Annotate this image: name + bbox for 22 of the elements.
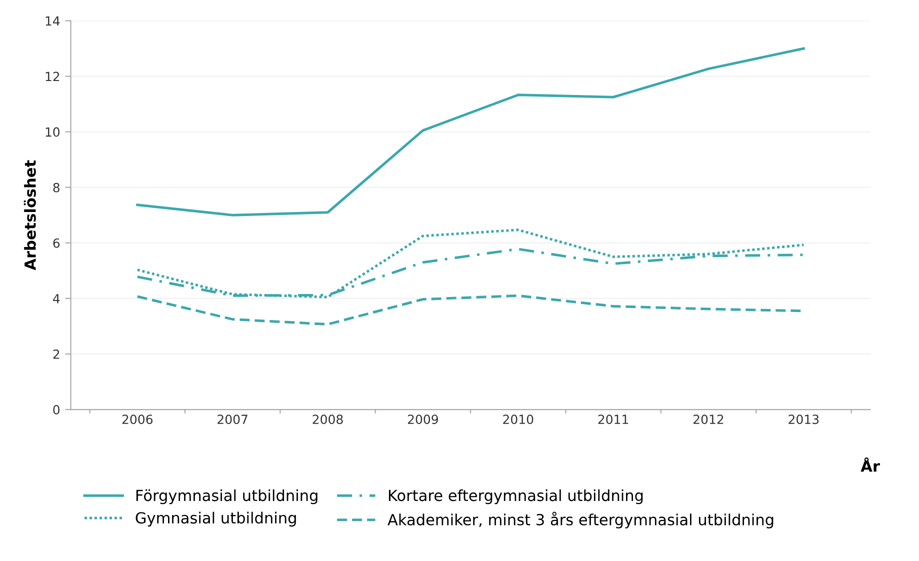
- y-tick-label: 6: [53, 238, 60, 248]
- x-tick-label: 2011: [598, 414, 628, 424]
- y-tick-label: 8: [53, 182, 60, 192]
- y-tick-label: 4: [53, 294, 60, 304]
- y-tick-label: 10: [46, 127, 60, 137]
- x-tick-label: 2006: [122, 414, 153, 424]
- x-tick-label: 2010: [503, 414, 534, 424]
- y-axis-title: Arbetslöshet: [24, 160, 36, 270]
- x-axis-title: År: [860, 457, 880, 472]
- x-tick-label: 2008: [312, 414, 343, 424]
- x-tick-label: 2012: [693, 414, 724, 424]
- legend-label: Kortare eftergymnasial utbildning: [388, 489, 643, 504]
- y-tick-label: 0: [53, 405, 60, 414]
- x-tick-label: 2013: [788, 414, 819, 424]
- legend-label: Gymnasial utbildning: [136, 512, 296, 527]
- x-tick-label: 2007: [218, 414, 248, 424]
- legend-label: Förgymnasial utbildning: [136, 489, 318, 504]
- y-tick-label: 12: [46, 72, 60, 82]
- y-tick-label: 14: [46, 16, 60, 26]
- y-tick-label: 2: [53, 349, 60, 359]
- legend-label: Akademiker, minst 3 års eftergymnasial utbildning: [388, 512, 774, 528]
- x-tick-label: 2009: [408, 414, 438, 424]
